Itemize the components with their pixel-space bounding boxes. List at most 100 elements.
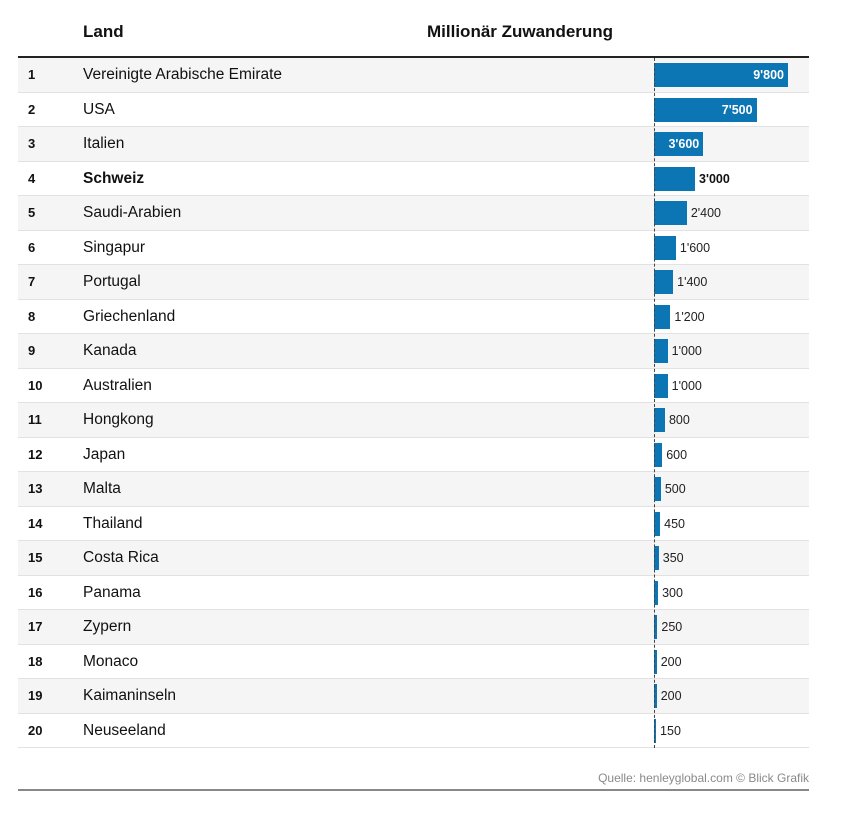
bar-cell: 500 xyxy=(654,472,809,506)
bar-value-label: 7'500 xyxy=(721,102,753,117)
country-name: Zypern xyxy=(83,618,132,635)
bar-value-label: 200 xyxy=(660,689,682,703)
bar-value-label: 1'200 xyxy=(674,309,705,324)
rank-number: 11 xyxy=(28,412,42,427)
bar xyxy=(654,166,696,191)
rank-number: 17 xyxy=(28,619,43,634)
bar xyxy=(654,201,687,225)
bar-value-label: 250 xyxy=(661,620,683,634)
rank-number: 12 xyxy=(28,446,43,462)
rank-number: 9 xyxy=(28,343,36,358)
table-row: 12 Japan 600 xyxy=(18,437,809,472)
bar-cell: 3'000 xyxy=(654,162,809,196)
bar xyxy=(654,546,659,570)
country-name: Monaco xyxy=(83,652,139,670)
bar xyxy=(654,511,661,536)
rank-number: 20 xyxy=(28,722,43,738)
bar-value-label: 200 xyxy=(660,654,682,669)
bar xyxy=(654,270,674,294)
rank-number: 13 xyxy=(28,481,43,496)
rank-number: 5 xyxy=(28,205,36,220)
country-name: Australien xyxy=(83,376,152,394)
table-row: 10 Australien 1'000 xyxy=(18,368,809,403)
bar-value-label: 500 xyxy=(664,482,686,496)
rank-number: 16 xyxy=(28,584,43,600)
bar-cell: 600 xyxy=(654,438,809,472)
country-name: Griechenland xyxy=(83,307,176,325)
bar-value-label: 3'000 xyxy=(699,171,730,186)
bar-value-label: 350 xyxy=(662,551,684,565)
header-divider xyxy=(18,56,809,58)
bar-cell: 1'600 xyxy=(654,231,809,265)
bar-cell: 9'800 xyxy=(654,58,809,92)
ranking-table: 1 Vereinigte Arabische Emirate 9'800 2 USA 7'… xyxy=(18,58,809,748)
country-name: Thailand xyxy=(83,514,143,532)
bar xyxy=(654,684,657,708)
source-credit: Quelle: henleyglobal.com © Blick Grafik xyxy=(598,771,809,785)
table-row: 8 Griechenland 1'200 xyxy=(18,299,809,334)
table-row: 20 Neuseeland 150 xyxy=(18,713,809,748)
bar xyxy=(654,373,668,398)
bar-value-label: 1'000 xyxy=(671,378,702,393)
rank-number: 15 xyxy=(28,550,43,565)
country-name: Italien xyxy=(83,135,125,152)
rank-number: 4 xyxy=(28,170,36,186)
bar-cell: 200 xyxy=(654,679,809,713)
bar xyxy=(654,649,657,674)
table-row: 2 USA 7'500 xyxy=(18,92,809,127)
column-header-value: Millionär Zuwanderung xyxy=(427,22,614,41)
column-header-land: Land xyxy=(83,22,124,41)
table-header: Land Millionär Zuwanderung xyxy=(18,0,809,56)
bar xyxy=(654,63,788,87)
bar-cell: 450 xyxy=(654,507,809,541)
bar-value-label: 450 xyxy=(664,516,685,531)
bar-value-label: 1'400 xyxy=(677,275,708,289)
country-name: Panama xyxy=(83,583,141,601)
bar xyxy=(654,718,657,743)
rank-number: 3 xyxy=(28,136,36,151)
bar-cell: 150 xyxy=(654,714,809,748)
bar-cell: 7'500 xyxy=(654,93,809,127)
bar xyxy=(654,132,704,156)
country-name: Schweiz xyxy=(83,169,145,187)
country-name: Kaimaninseln xyxy=(83,687,177,704)
table-row: 11 Hongkong 800 xyxy=(18,403,809,438)
country-name: Costa Rica xyxy=(83,549,159,566)
country-name: USA xyxy=(83,100,115,118)
rank-number: 14 xyxy=(28,515,43,531)
bar-cell: 1'000 xyxy=(654,334,809,368)
rank-number: 18 xyxy=(28,653,43,669)
table-row: 15 Costa Rica 350 xyxy=(18,541,809,576)
bar xyxy=(654,408,665,432)
table-row: 1 Vereinigte Arabische Emirate 9'800 xyxy=(18,58,809,93)
country-name: Neuseeland xyxy=(83,721,166,739)
rank-number: 8 xyxy=(28,308,36,324)
rank-number: 6 xyxy=(28,239,36,255)
bar xyxy=(654,304,671,329)
bar-cell: 300 xyxy=(654,576,809,610)
country-name: Hongkong xyxy=(83,411,154,428)
table-row: 19 Kaimaninseln 200 xyxy=(18,679,809,714)
bar-cell: 200 xyxy=(654,645,809,679)
bar-value-label: 2'400 xyxy=(690,206,722,220)
rank-number: 10 xyxy=(28,377,43,393)
footer-divider xyxy=(18,789,809,791)
bar-value-label: 600 xyxy=(666,447,688,462)
country-name: Japan xyxy=(83,445,126,463)
table-row: 17 Zypern 250 xyxy=(18,610,809,645)
bar-cell: 2'400 xyxy=(654,196,809,230)
bar-value-label: 800 xyxy=(668,413,690,427)
bar-cell: 3'600 xyxy=(654,127,809,161)
table-row: 9 Kanada 1'000 xyxy=(18,334,809,369)
bar-value-label: 1'000 xyxy=(671,344,702,358)
bar xyxy=(654,477,661,501)
rank-number: 2 xyxy=(28,101,36,117)
bar xyxy=(654,442,663,467)
bar xyxy=(654,615,658,639)
bar-value-label: 3'600 xyxy=(668,137,700,151)
bar xyxy=(654,235,676,260)
table-row: 4 Schweiz 3'000 xyxy=(18,161,809,196)
bar-cell: 1'200 xyxy=(654,300,809,334)
bar-cell: 1'400 xyxy=(654,265,809,299)
rank-number: 1 xyxy=(28,67,36,82)
